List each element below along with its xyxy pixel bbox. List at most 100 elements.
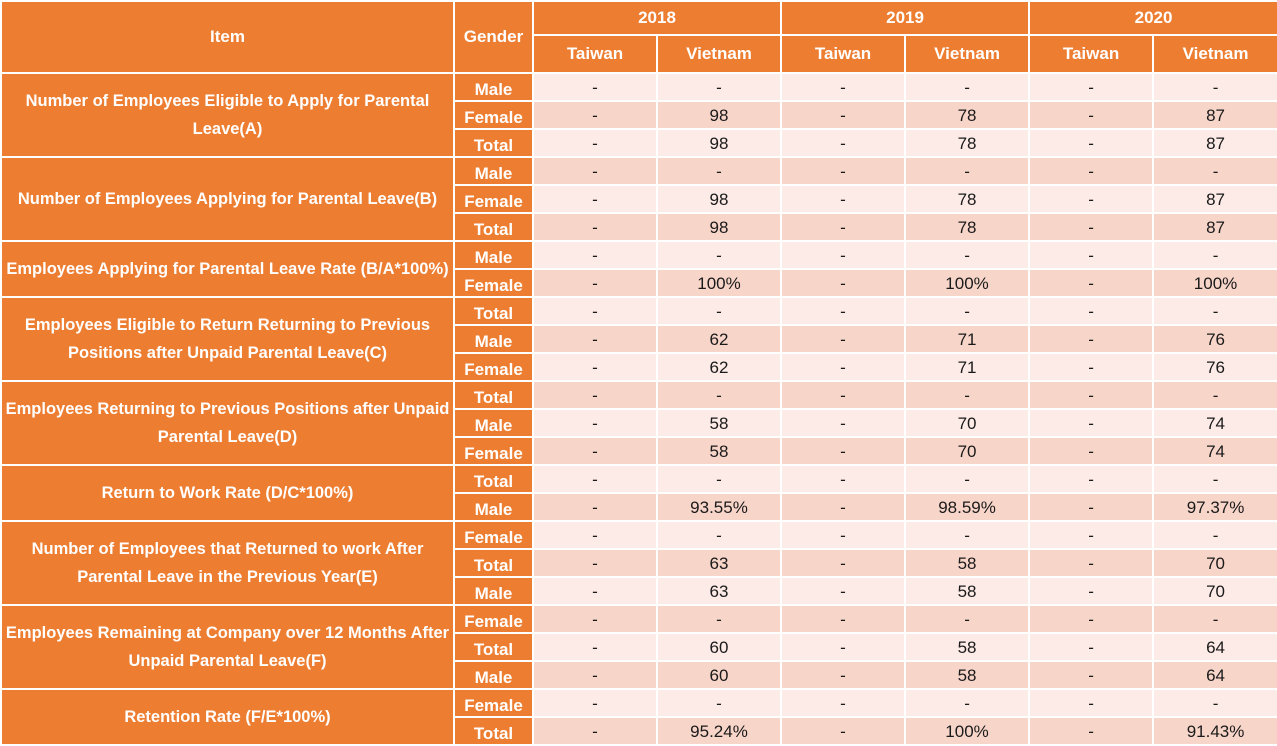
year-header-2020: 2020 bbox=[1028, 0, 1277, 36]
value-cell: - bbox=[780, 660, 907, 690]
value-cell: - bbox=[532, 184, 658, 214]
region-header: Taiwan bbox=[1028, 34, 1155, 74]
gender-label: Total bbox=[453, 128, 534, 158]
value-cell: 87 bbox=[1152, 100, 1277, 130]
table-row: Number of Employees Applying for Parenta… bbox=[0, 156, 1277, 242]
value-cell: - bbox=[780, 464, 907, 494]
value-cell: - bbox=[532, 296, 658, 326]
value-cell: - bbox=[532, 212, 658, 242]
value-cell: - bbox=[904, 520, 1031, 550]
gender-label: Female bbox=[453, 520, 534, 550]
region-header: Vietnam bbox=[904, 34, 1031, 74]
table-row: Female -62-71-76 bbox=[1, 352, 1277, 382]
table-row: Total -60-58-64 bbox=[1, 632, 1277, 662]
value-cell: - bbox=[1028, 576, 1155, 606]
item-label: Number of Employees Applying for Parenta… bbox=[0, 156, 455, 242]
value-cell: - bbox=[1028, 72, 1155, 102]
gender-label: Total bbox=[453, 632, 534, 662]
value-cell: 93.55% bbox=[655, 492, 783, 522]
value-cell: 70 bbox=[904, 436, 1031, 466]
value-cell: - bbox=[532, 688, 658, 718]
item-label: Employees Applying for Parental Leave Ra… bbox=[0, 240, 455, 298]
value-cell: - bbox=[780, 408, 907, 438]
gender-label: Female bbox=[453, 352, 534, 382]
gender-label: Female bbox=[453, 268, 534, 298]
value-cell: - bbox=[532, 380, 658, 410]
value-cell: - bbox=[532, 520, 658, 550]
value-cell: 58 bbox=[904, 576, 1031, 606]
value-cell: - bbox=[1028, 436, 1155, 466]
gender-label: Female bbox=[453, 604, 534, 634]
value-cell: 60 bbox=[655, 660, 783, 690]
table-body: Number of Employees Eligible to Apply fo… bbox=[0, 72, 1277, 746]
value-cell: - bbox=[780, 268, 907, 298]
value-cell: - bbox=[532, 548, 658, 578]
value-cell: 60 bbox=[655, 632, 783, 662]
value-cell: 58 bbox=[904, 632, 1031, 662]
value-cell: - bbox=[780, 436, 907, 466]
value-cell: 70 bbox=[1152, 548, 1277, 578]
item-header: Item bbox=[0, 0, 455, 74]
value-cell: - bbox=[1028, 716, 1155, 746]
gender-label: Male bbox=[453, 576, 534, 606]
value-cell: - bbox=[1152, 240, 1277, 270]
value-cell: - bbox=[1028, 604, 1155, 634]
value-cell: - bbox=[904, 296, 1031, 326]
value-cell: 98 bbox=[655, 212, 783, 242]
value-cell: 100% bbox=[904, 716, 1031, 746]
table-row: Employees Remaining at Company over 12 M… bbox=[0, 604, 1277, 690]
value-cell: 78 bbox=[904, 128, 1031, 158]
region-header: Taiwan bbox=[780, 34, 907, 74]
value-cell: 70 bbox=[1152, 576, 1277, 606]
value-cell: - bbox=[532, 268, 658, 298]
value-cell: 58 bbox=[904, 548, 1031, 578]
value-cell: - bbox=[532, 576, 658, 606]
gender-label: Female bbox=[453, 100, 534, 130]
value-cell: 91.43% bbox=[1152, 716, 1277, 746]
gender-label: Total bbox=[453, 548, 534, 578]
value-cell: 78 bbox=[904, 212, 1031, 242]
value-cell: - bbox=[532, 604, 658, 634]
value-cell: 74 bbox=[1152, 436, 1277, 466]
value-cell: - bbox=[655, 380, 783, 410]
gender-label: Male bbox=[453, 660, 534, 690]
value-cell: 71 bbox=[904, 324, 1031, 354]
value-cell: - bbox=[904, 72, 1031, 102]
gender-label: Total bbox=[453, 212, 534, 242]
value-cell: - bbox=[780, 492, 907, 522]
value-cell: - bbox=[904, 464, 1031, 494]
value-cell: - bbox=[655, 296, 783, 326]
value-cell: - bbox=[532, 492, 658, 522]
table-header: Item Gender 2018 2019 2020 Taiwan Vietna… bbox=[0, 0, 1277, 74]
value-cell: - bbox=[1028, 688, 1155, 718]
value-cell: - bbox=[1028, 156, 1155, 186]
value-cell: - bbox=[655, 156, 783, 186]
value-cell: - bbox=[1028, 184, 1155, 214]
value-cell: 64 bbox=[1152, 660, 1277, 690]
value-cell: - bbox=[904, 688, 1031, 718]
value-cell: - bbox=[780, 296, 907, 326]
table-row: Total -63-58-70 bbox=[1, 548, 1277, 578]
value-cell: - bbox=[780, 548, 907, 578]
value-cell: - bbox=[1152, 464, 1277, 494]
value-cell: 58 bbox=[655, 436, 783, 466]
item-label: Employees Remaining at Company over 12 M… bbox=[0, 604, 455, 690]
value-cell: - bbox=[1028, 492, 1155, 522]
value-cell: - bbox=[1152, 296, 1277, 326]
value-cell: - bbox=[532, 352, 658, 382]
gender-label: Male bbox=[453, 324, 534, 354]
value-cell: - bbox=[904, 380, 1031, 410]
value-cell: 58 bbox=[655, 408, 783, 438]
value-cell: - bbox=[780, 576, 907, 606]
value-cell: - bbox=[1028, 212, 1155, 242]
value-cell: - bbox=[532, 72, 658, 102]
value-cell: - bbox=[780, 520, 907, 550]
value-cell: - bbox=[1028, 632, 1155, 662]
gender-label: Male bbox=[453, 408, 534, 438]
value-cell: - bbox=[1152, 380, 1277, 410]
table-row: Total -98-78-87 bbox=[1, 212, 1277, 242]
value-cell: - bbox=[532, 464, 658, 494]
value-cell: - bbox=[904, 240, 1031, 270]
table-row: Female -58-70-74 bbox=[1, 436, 1277, 466]
